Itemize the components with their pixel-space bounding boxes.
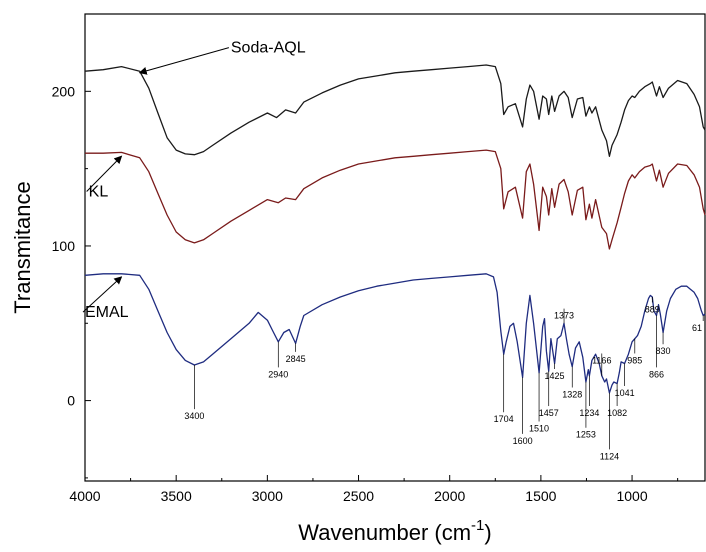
peak-label: 61 (692, 323, 702, 333)
peak-label: 1425 (545, 371, 565, 381)
peak-label: 1704 (494, 414, 514, 424)
x-axis-title-close: ) (484, 520, 491, 545)
series-label-arrow (82, 276, 123, 313)
x-axis-title-main: Wavenumber (cm (298, 520, 471, 545)
plot-area: 4000 3500 3000 2500 2000 1500 1000 0 100 200 Soda-… (52, 13, 706, 504)
y-tick-label: 100 (52, 238, 76, 254)
peak-label: 1253 (576, 430, 596, 440)
x-tick-label: 4000 (69, 488, 100, 504)
series-line-emal (84, 273, 706, 394)
peak-label: 889 (645, 304, 660, 314)
peak-label: 2845 (286, 354, 306, 364)
peak-label: 1510 (529, 424, 549, 434)
peak-label: 830 (656, 346, 671, 356)
x-axis-title: Wavenumber (cm-1) (298, 517, 491, 545)
series-label-arrow (86, 155, 123, 192)
peak-label: 1234 (579, 408, 599, 418)
plot-frame (84, 13, 706, 482)
series-label: Soda-AQL (231, 40, 306, 57)
peak-label: 1373 (554, 311, 574, 321)
x-tick-label: 3500 (161, 488, 192, 504)
peak-label: 985 (627, 355, 642, 365)
series-line-kl (85, 149, 706, 250)
series-line-soda-aql (84, 64, 706, 157)
peak-label: 2940 (268, 369, 288, 379)
x-tick-label: 2000 (434, 488, 465, 504)
peak-label: 1166 (592, 355, 611, 365)
peak-label: 1328 (562, 389, 582, 399)
series-label-arrow (138, 47, 230, 75)
y-axis-title: Transmitance (10, 181, 35, 313)
peak-label: 1041 (615, 388, 635, 398)
x-tick-label: 3000 (252, 488, 283, 504)
x-tick-label: 2500 (343, 488, 374, 504)
peak-label: 1600 (513, 436, 533, 446)
x-tick-label: 1500 (525, 488, 556, 504)
peak-label: 1082 (607, 408, 627, 418)
peak-label: 866 (649, 369, 664, 379)
y-tick-label: 0 (67, 393, 75, 409)
series-label: EMAL (85, 304, 129, 321)
x-tick-label: 1000 (616, 488, 647, 504)
y-tick-label: 200 (52, 83, 76, 99)
x-axis-title-superscript: -1 (471, 517, 484, 534)
series-label: KL (89, 183, 109, 200)
peak-label: 1124 (600, 451, 619, 461)
peak-label: 3400 (184, 411, 204, 421)
peak-label: 1457 (539, 408, 559, 418)
